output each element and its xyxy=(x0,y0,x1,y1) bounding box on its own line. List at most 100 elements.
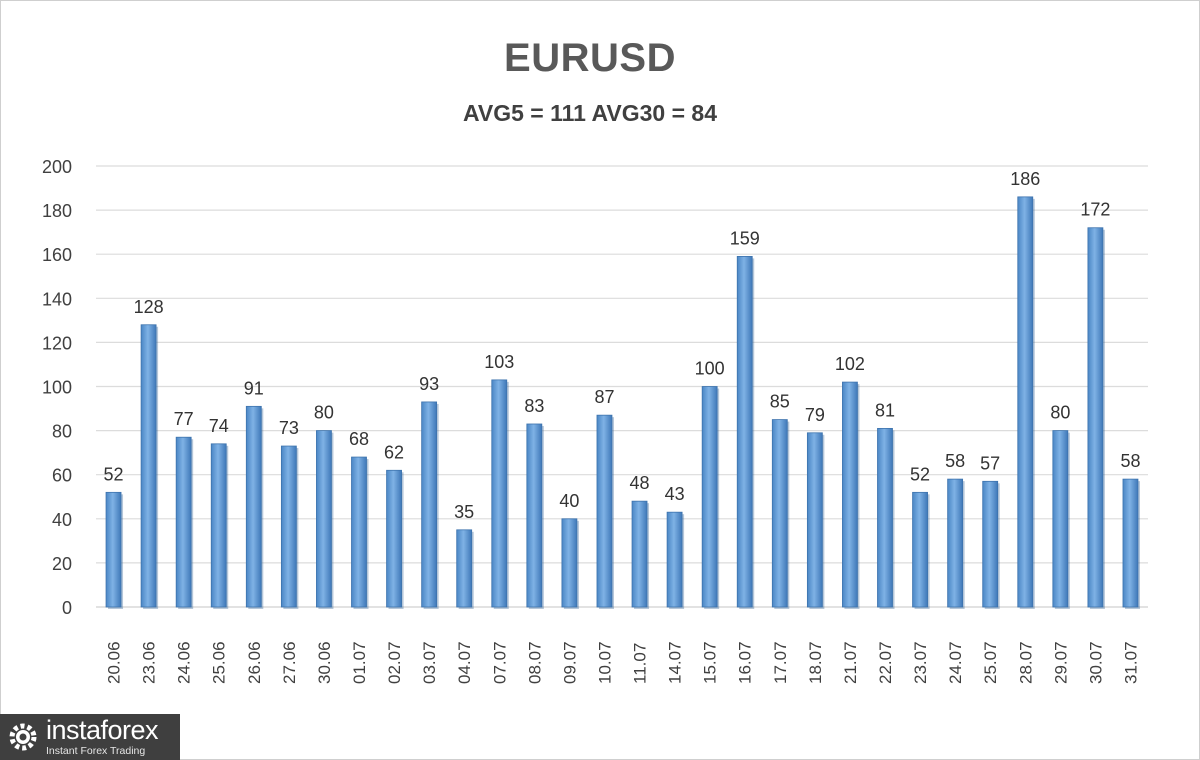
x-tick-label: 15.07 xyxy=(701,641,720,684)
bar xyxy=(351,456,367,608)
x-tick-label: 27.06 xyxy=(280,641,299,684)
data-label: 40 xyxy=(559,491,579,511)
y-tick-label: 20 xyxy=(52,554,72,574)
x-tick-label: 11.07 xyxy=(631,643,650,684)
bar xyxy=(386,469,402,608)
x-tick-label: 29.07 xyxy=(1051,641,1070,684)
bar xyxy=(1017,196,1034,608)
x-tick-label: 01.07 xyxy=(350,641,369,684)
bar xyxy=(526,423,543,608)
data-label: 52 xyxy=(104,464,124,484)
data-label: 58 xyxy=(1120,451,1140,471)
data-label: 74 xyxy=(209,416,229,436)
x-tick-label: 31.07 xyxy=(1121,641,1140,684)
data-label: 91 xyxy=(244,378,264,398)
x-tick-label: 28.07 xyxy=(1016,641,1035,684)
bar xyxy=(456,529,473,608)
x-tick-label: 25.06 xyxy=(210,641,229,684)
data-label: 48 xyxy=(630,473,650,493)
y-tick-label: 60 xyxy=(52,466,72,486)
data-label: 159 xyxy=(730,228,760,248)
data-label: 128 xyxy=(134,297,164,317)
chart-subtitle: AVG5 = 111 AVG30 = 84 xyxy=(462,100,718,126)
data-label: 81 xyxy=(875,400,895,420)
data-label: 93 xyxy=(419,374,439,394)
bar xyxy=(912,491,928,608)
data-label: 58 xyxy=(945,451,965,471)
x-tick-label: 14.07 xyxy=(666,641,685,684)
bar xyxy=(316,430,332,608)
data-label: 87 xyxy=(594,387,614,407)
data-label: 103 xyxy=(484,352,514,372)
data-label: 73 xyxy=(279,418,299,438)
x-tick-label: 18.07 xyxy=(806,641,825,684)
bar xyxy=(1052,430,1069,608)
bar xyxy=(631,500,648,608)
logo-tagline: Instant Forex Trading xyxy=(46,745,146,758)
bar xyxy=(666,511,683,608)
gear-icon xyxy=(9,723,37,751)
data-label: 80 xyxy=(1050,403,1070,423)
data-label: 43 xyxy=(665,484,685,504)
x-tick-label: 09.07 xyxy=(560,641,579,684)
x-tick-label: 26.06 xyxy=(245,641,264,684)
bar xyxy=(105,491,122,608)
data-label: 57 xyxy=(980,453,1000,473)
data-label: 79 xyxy=(805,405,825,425)
x-tick-label: 02.07 xyxy=(385,641,404,684)
x-tick-label: 30.06 xyxy=(315,641,334,684)
instaforex-logo: instaforex Instant Forex Trading xyxy=(0,714,180,760)
bar xyxy=(175,436,192,608)
bar xyxy=(877,427,893,608)
data-label: 77 xyxy=(174,409,194,429)
bar xyxy=(771,419,788,608)
bar xyxy=(806,432,823,608)
data-label: 80 xyxy=(314,403,334,423)
x-tick-label: 23.07 xyxy=(911,641,930,684)
bar xyxy=(596,414,613,608)
bar xyxy=(947,478,964,608)
bar xyxy=(280,445,297,608)
bar-chart: 0 20 40 60 80 100 120 140 160 180 200 52 20.06 128 23.… xyxy=(42,157,1148,684)
y-tick-label: 180 xyxy=(42,201,72,221)
y-tick-label: 120 xyxy=(42,333,72,353)
x-tick-label: 07.07 xyxy=(490,641,509,684)
bar xyxy=(701,386,718,608)
x-tick-label: 24.07 xyxy=(946,641,965,684)
y-tick-label: 80 xyxy=(52,422,72,442)
data-label: 83 xyxy=(524,396,544,416)
bar xyxy=(736,256,753,608)
data-label: 172 xyxy=(1080,200,1110,220)
x-tick-label: 21.07 xyxy=(841,641,860,684)
bar xyxy=(140,324,157,608)
y-tick-label: 200 xyxy=(42,157,72,177)
y-tick-label: 100 xyxy=(42,378,72,398)
bar xyxy=(842,381,858,608)
bar xyxy=(1122,478,1139,608)
data-label: 52 xyxy=(910,464,930,484)
x-tick-label: 20.06 xyxy=(105,641,124,684)
x-tick-label: 30.07 xyxy=(1086,641,1105,684)
x-tick-label: 25.07 xyxy=(981,641,1000,684)
x-tick-label: 08.07 xyxy=(525,641,544,684)
x-tick-label: 23.06 xyxy=(140,641,159,684)
y-tick-label: 0 xyxy=(62,598,72,618)
x-tick-label: 24.06 xyxy=(175,641,194,684)
chart-title: EURUSD xyxy=(504,36,676,80)
x-tick-label: 10.07 xyxy=(595,641,614,684)
data-label: 68 xyxy=(349,429,369,449)
bar xyxy=(421,401,438,608)
data-label: 62 xyxy=(384,442,404,462)
y-tick-label: 160 xyxy=(42,245,72,265)
y-tick-label: 140 xyxy=(42,289,72,309)
x-tick-label: 22.07 xyxy=(876,641,895,684)
data-label: 35 xyxy=(454,502,474,522)
data-label: 186 xyxy=(1010,169,1040,189)
x-tick-label: 04.07 xyxy=(455,641,474,684)
bar xyxy=(561,518,578,608)
y-tick-label: 40 xyxy=(52,510,72,530)
bar xyxy=(245,405,262,608)
x-tick-label: 16.07 xyxy=(736,641,755,684)
x-tick-label: 17.07 xyxy=(771,641,790,684)
